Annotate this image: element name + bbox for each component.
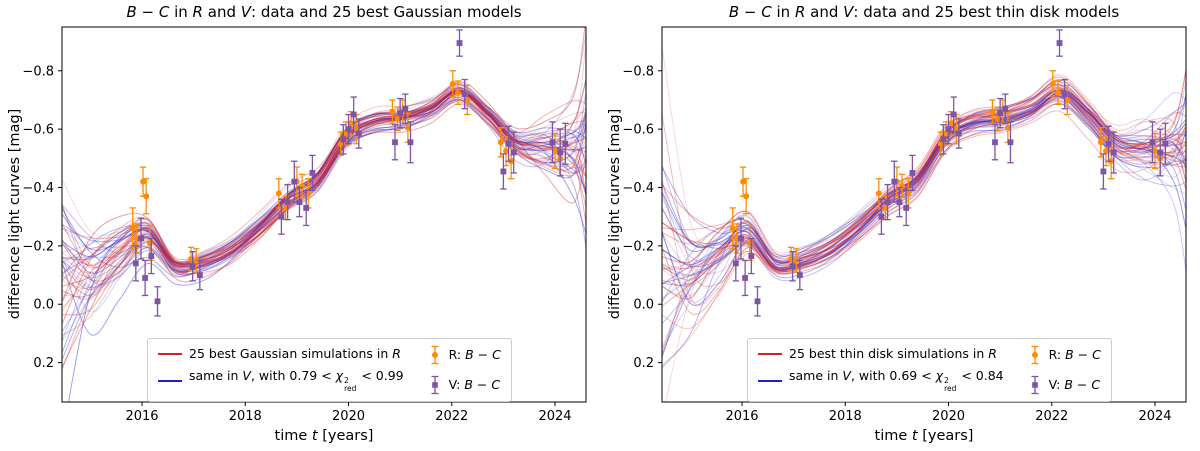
legend-entry-sim-V: same in V, with 0.79 < χ 2 red < 0.99 (158, 368, 404, 393)
svg-text:−0.4: −0.4 (622, 181, 654, 196)
plot-title: B − C in R and V: data and 25 best thin … (728, 3, 1120, 21)
svg-text:2016: 2016 (725, 409, 758, 424)
svg-text:2022: 2022 (1035, 409, 1068, 424)
svg-text:2024: 2024 (1138, 409, 1171, 424)
svg-text:−0.6: −0.6 (622, 123, 654, 138)
y-axis-label: difference light curves [mag] (7, 108, 23, 320)
svg-text:0.2: 0.2 (33, 356, 54, 371)
legend-entry-sim-V: same in V, with 0.69 < χ 2 red < 0.84 (758, 368, 1004, 393)
plot-svg: 2016 2018 2020 2022 2024 −0.8 −0.6 −0.4 −0.2 0.0 0… (622, 26, 1187, 424)
legend: 25 best thin disk simulations in R same … (747, 338, 1112, 402)
x-axis-label: time t [years] (274, 428, 374, 444)
panel-thin-disk-models: 2016 2018 2020 2022 2024 −0.8 −0.6 −0.4 −0.2 0.0 0… (600, 0, 1200, 451)
svg-text:2022: 2022 (435, 409, 468, 424)
red-line-swatch (758, 352, 782, 355)
svg-text:0.0: 0.0 (633, 298, 654, 313)
orange-errorbar-swatch (428, 345, 442, 365)
legend-data-column: R: B − C V: B − C (428, 345, 501, 395)
blue-line-swatch (758, 380, 782, 383)
plot-svg: 2016 2018 2020 2022 2024 −0.8 −0.6 −0.4 −0.2 0.0 0… (22, 26, 587, 424)
svg-text:−0.8: −0.8 (622, 64, 654, 79)
legend-entry-sim-R: 25 best thin disk simulations in R (758, 345, 1004, 361)
svg-text:0.2: 0.2 (633, 356, 654, 371)
purple-errorbar-swatch (1028, 375, 1042, 395)
legend-entry-data-R: R: B − C (1028, 345, 1101, 365)
legend-label-data-R: R: B − C (448, 346, 501, 362)
orange-errorbar-swatch (1028, 345, 1042, 365)
legend-label-data-V: V: B − C (1048, 376, 1101, 392)
legend-label-sim-R: 25 best Gaussian simulations in R (189, 345, 401, 361)
legend-label-sim-V: same in V, with 0.69 < χ 2 red < 0.84 (789, 368, 1004, 393)
legend-entry-data-R: R: B − C (428, 345, 501, 365)
svg-text:−0.2: −0.2 (622, 239, 654, 254)
svg-text:−0.2: −0.2 (22, 239, 54, 254)
svg-text:2024: 2024 (538, 409, 571, 424)
legend-entry-data-V: V: B − C (428, 375, 501, 395)
legend-entry-sim-R: 25 best Gaussian simulations in R (158, 345, 404, 361)
svg-text:2020: 2020 (332, 409, 365, 424)
x-axis-label: time t [years] (874, 428, 974, 444)
svg-text:2018: 2018 (829, 409, 862, 424)
legend-sim-column: 25 best Gaussian simulations in R same i… (158, 345, 404, 393)
svg-text:−0.6: −0.6 (22, 123, 54, 138)
legend-label-sim-V: same in V, with 0.79 < χ 2 red < 0.99 (189, 368, 404, 393)
legend-sim-column: 25 best thin disk simulations in R same … (758, 345, 1004, 393)
svg-text:2018: 2018 (229, 409, 262, 424)
svg-text:−0.4: −0.4 (22, 181, 54, 196)
legend-label-data-V: V: B − C (448, 376, 501, 392)
panel-gaussian-models: 2016 2018 2020 2022 2024 −0.8 −0.6 −0.4 −0.2 0.0 0… (7, 3, 587, 444)
svg-text:0.0: 0.0 (33, 298, 54, 313)
plot-title: B − C in R and V: data and 25 best Gauss… (126, 3, 522, 21)
svg-text:−0.8: −0.8 (22, 64, 54, 79)
legend: 25 best Gaussian simulations in R same i… (147, 338, 512, 402)
svg-text:2020: 2020 (932, 409, 965, 424)
legend-label-data-R: R: B − C (1048, 346, 1101, 362)
legend-entry-data-V: V: B − C (1028, 375, 1101, 395)
y-axis-label: difference light curves [mag] (607, 108, 623, 320)
red-line-swatch (158, 352, 182, 355)
purple-errorbar-swatch (428, 375, 442, 395)
legend-label-sim-R: 25 best thin disk simulations in R (789, 345, 997, 361)
blue-line-swatch (158, 380, 182, 383)
svg-text:2016: 2016 (125, 409, 158, 424)
legend-data-column: R: B − C V: B − C (1028, 345, 1101, 395)
